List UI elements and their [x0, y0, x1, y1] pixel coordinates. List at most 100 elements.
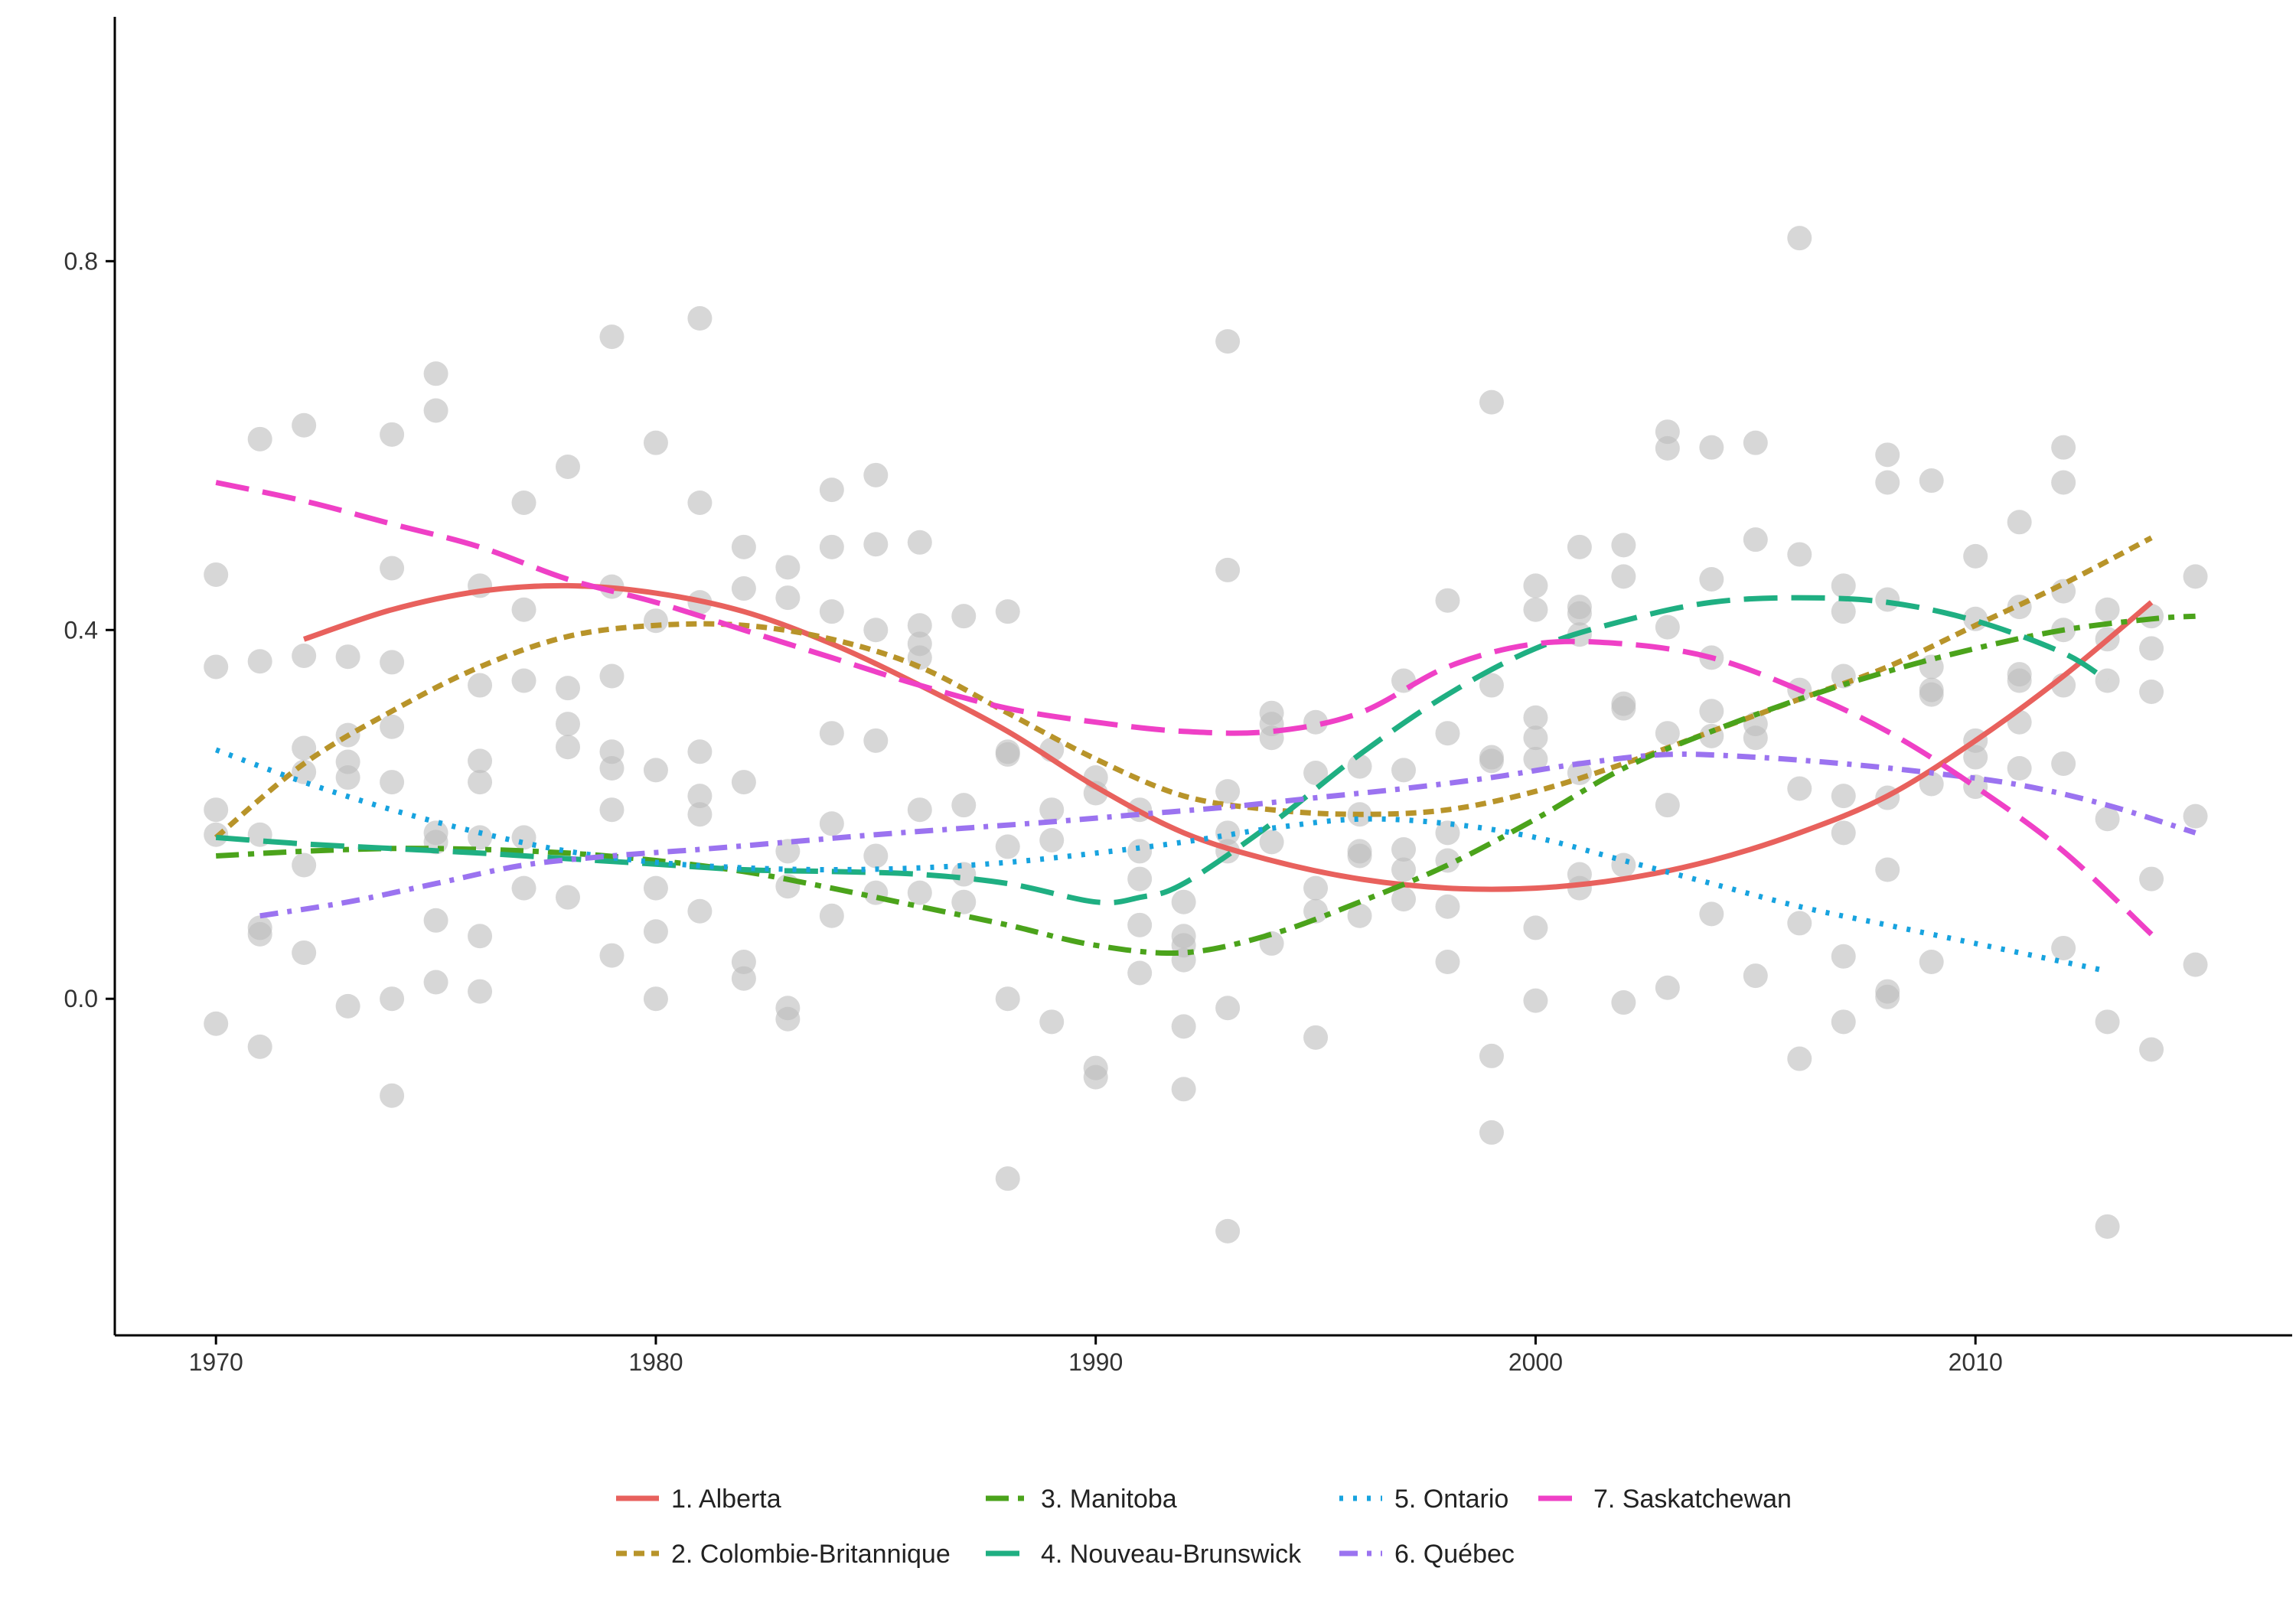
scatter-point	[1523, 725, 1548, 751]
scatter-point	[1787, 226, 1812, 251]
scatter-point	[819, 599, 844, 624]
series-line-2	[214, 535, 2153, 840]
scatter-point	[1963, 745, 1988, 770]
scatter-point	[1611, 696, 1636, 721]
scatter-point	[1787, 911, 1812, 936]
scatter-point	[555, 676, 580, 701]
scatter-point	[995, 834, 1020, 859]
scatter-point	[819, 534, 844, 559]
scatter-point	[1127, 866, 1153, 892]
scatter-point	[819, 903, 844, 928]
scatter-point	[423, 398, 448, 423]
scatter-point	[1127, 960, 1153, 986]
scatter-point	[687, 490, 713, 515]
scatter-point	[907, 613, 932, 638]
axes	[113, 17, 2292, 1337]
scatter-point	[1787, 776, 1812, 801]
scatter-point	[863, 618, 889, 643]
scatter-point	[1171, 889, 1196, 914]
scatter-point	[1479, 1120, 1504, 1145]
scatter-point	[468, 770, 493, 795]
series-line-1	[302, 582, 2154, 892]
scatter-point	[555, 735, 580, 760]
scatter-point	[995, 599, 1020, 624]
scatter-point	[731, 534, 756, 559]
scatter-point	[247, 426, 272, 451]
scatter-point	[1611, 852, 1636, 878]
scatter-point	[1391, 887, 1417, 912]
scatter-point	[687, 802, 713, 827]
scatter-point	[731, 966, 756, 991]
scatter-point	[1655, 975, 1680, 1000]
scatter-point	[1831, 573, 1856, 598]
scatter-point	[1127, 839, 1153, 864]
scatter-point	[863, 532, 889, 557]
scatter-point	[687, 739, 713, 764]
scatter-point	[292, 940, 317, 965]
y-tick-label: 0.4	[64, 616, 98, 644]
legend-label: 2. Colombie-Britannique	[671, 1540, 951, 1569]
scatter-point	[380, 650, 405, 675]
scatter-point	[1875, 442, 1900, 468]
scatter-point	[731, 770, 756, 795]
scatter-point	[1391, 837, 1417, 862]
scatter-point	[2051, 751, 2076, 776]
scatter-point	[1391, 857, 1417, 882]
scatter-point	[1039, 797, 1065, 823]
scatter-point	[335, 993, 360, 1019]
scatter-point	[468, 673, 493, 698]
scatter-point	[204, 1011, 229, 1036]
legend-item-1: 1. Alberta	[616, 1485, 781, 1514]
x-axis-ticks: 1970 1980 1990 2000 2010	[189, 1335, 2003, 1376]
scatter-point	[1743, 725, 1768, 751]
legend-label: 1. Alberta	[671, 1485, 781, 1514]
scatter-point	[1215, 820, 1241, 846]
scatter-point	[2095, 1214, 2120, 1239]
legend-item-3: 3. Manitoba	[986, 1485, 1177, 1514]
scatter-point	[2095, 1009, 2120, 1035]
scatter-point	[1523, 746, 1548, 771]
scatter-point	[951, 793, 977, 818]
scatter-point	[1435, 721, 1460, 746]
scatter-point	[2051, 470, 2076, 495]
scatter-point	[2139, 636, 2164, 661]
scatter-point	[1479, 748, 1504, 774]
scatter-point	[2183, 564, 2208, 589]
scatter-point	[1655, 435, 1680, 461]
scatter-point	[1083, 781, 1108, 806]
scatter-point	[1391, 668, 1417, 693]
scatter-point	[599, 663, 625, 689]
scatter-point	[775, 585, 801, 611]
scatter-point	[1171, 1014, 1196, 1039]
scatter-point	[1303, 898, 1329, 924]
scatter-point	[1919, 950, 1944, 975]
scatter-point	[1831, 944, 1856, 969]
scatter-point	[1303, 1025, 1329, 1050]
scatter-point	[204, 797, 229, 823]
scatter-point	[1787, 1046, 1812, 1071]
scatter-point	[511, 825, 536, 850]
scatter-point	[1699, 435, 1724, 460]
scatter-point	[1523, 597, 1548, 622]
scatter-point	[1479, 1043, 1504, 1068]
scatter-point	[1523, 988, 1548, 1013]
scatter-point	[511, 490, 536, 515]
scatter-point	[468, 748, 493, 774]
scatter-point	[1303, 875, 1329, 901]
scatter-point	[775, 555, 801, 580]
scatter-point	[731, 576, 756, 601]
scatter-point	[292, 735, 317, 761]
scatter-point	[863, 462, 889, 487]
x-tick-label: 1970	[189, 1348, 243, 1376]
scatter-point	[468, 979, 493, 1004]
scatter-point	[599, 797, 625, 823]
scatter-point	[380, 770, 405, 795]
legend-label: 5. Ontario	[1394, 1485, 1508, 1514]
scatter-point	[2183, 804, 2208, 829]
legend-label: 6. Québec	[1394, 1540, 1515, 1569]
scatter-point	[423, 970, 448, 995]
scatter-point	[1391, 758, 1417, 783]
scatter-point	[1215, 996, 1241, 1021]
series-line-3	[216, 613, 2196, 957]
scatter-point	[907, 797, 932, 823]
